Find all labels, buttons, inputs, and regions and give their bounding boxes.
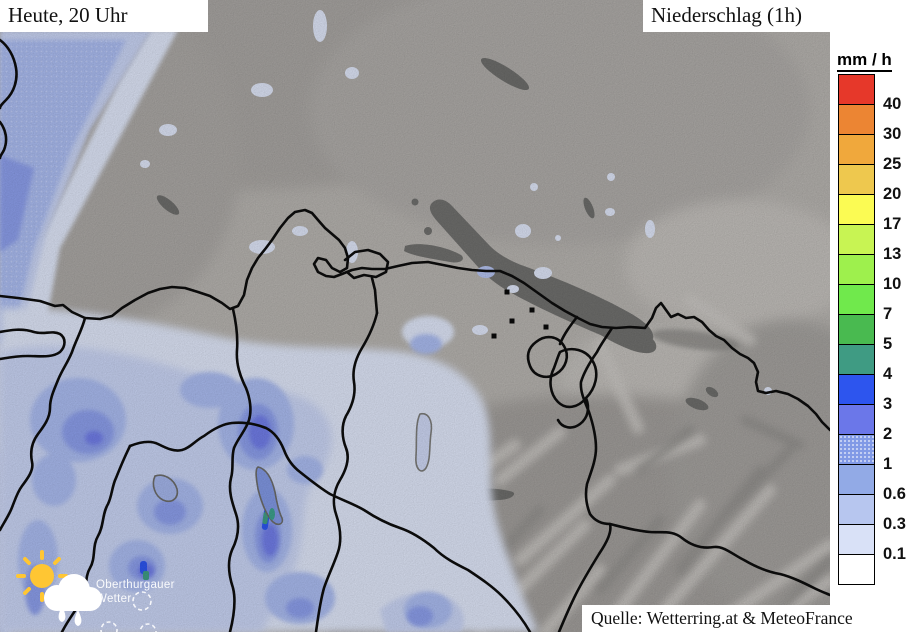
datetime-label: Heute, 20 Uhr [0,0,208,32]
legend-swatch [838,104,875,135]
station-logo-text: Oberthurgauer Wetter [96,579,175,606]
legend-value-label: 4 [883,365,893,383]
source-attribution: Quelle: Wetterring.at & MeteoFrance [582,605,906,632]
sun-icon [16,550,68,602]
legend-swatch [838,554,875,585]
legend-swatch [838,464,875,495]
legend-value-label: 0.3 [883,515,906,533]
legend-swatch [838,254,875,285]
legend-value-label: 0.1 [883,545,906,563]
legend-swatch [838,284,875,315]
legend-value-label: 2 [883,425,893,443]
legend-value-label: 10 [883,275,902,293]
logo-line1: Oberthurgauer [96,579,175,591]
legend-swatch [838,434,875,465]
legend-value-label: 7 [883,305,893,323]
source-text: Quelle: Wetterring.at & MeteoFrance [591,608,853,628]
legend-value-label: 0.6 [883,485,906,503]
legend-value-label: 30 [883,125,902,143]
legend-swatch [838,314,875,345]
legend-panel: mm / h 40 30 25 20 17 13 10 7 5 4 3 2 1 0.6 0.3 0.1 [830,0,906,632]
layer-text: Niederschlag (1h) [651,3,803,27]
legend-swatch [838,344,875,375]
legend-swatch [838,374,875,405]
legend-value-label: 20 [883,185,902,203]
cloud-icon [44,574,102,611]
legend-swatch [838,494,875,525]
legend-swatch [838,194,875,225]
raindrop-icons [58,606,82,626]
legend-swatch [838,224,875,255]
legend-swatch [838,134,875,165]
legend-value-label: 5 [883,335,893,353]
legend-value-label: 3 [883,395,893,413]
legend-unit-label: mm / h [837,50,892,72]
precipitation-map [0,0,830,632]
datetime-text: Heute, 20 Uhr [8,3,128,27]
legend-swatch [838,524,875,555]
legend-swatch [838,404,875,435]
terrain-grain [0,0,830,632]
legend-value-label: 25 [883,155,902,173]
dashed-circle-markers [100,591,157,632]
legend-value-label: 17 [883,215,902,233]
legend-swatch [838,74,875,105]
legend-value-label: 13 [883,245,902,263]
legend-value-label: 40 [883,95,902,113]
legend-swatch [838,164,875,195]
station-logo [16,550,157,632]
logo-line2: Wetter [96,592,132,605]
legend-value-label: 1 [883,455,893,473]
